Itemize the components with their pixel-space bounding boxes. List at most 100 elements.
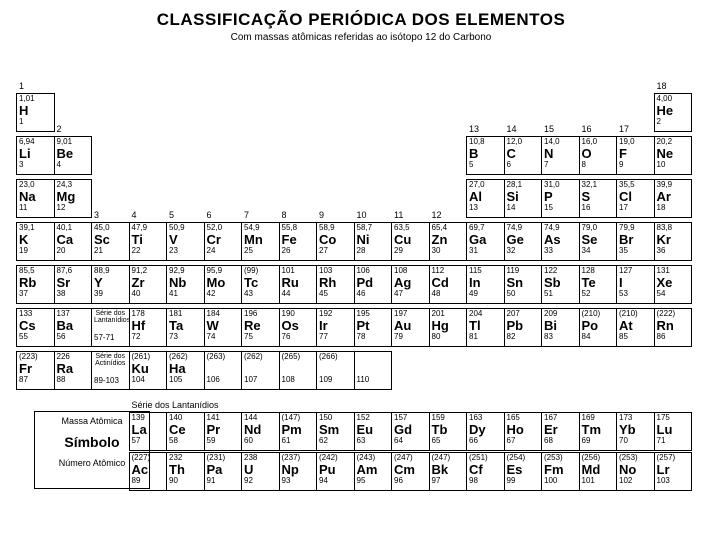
element-symbol: Tc <box>244 276 277 290</box>
element-number: 52 <box>582 290 615 299</box>
element-symbol: Os <box>282 319 315 333</box>
element-number: 71 <box>657 437 690 446</box>
element-number: 8 <box>582 161 615 170</box>
element-cell-Ti: 47,9Ti22 <box>129 222 168 261</box>
element-symbol <box>282 362 315 376</box>
element-number: 31 <box>469 247 502 256</box>
element-number: 32 <box>507 247 540 256</box>
element-number: 6 <box>507 161 540 170</box>
element-number: 56 <box>57 333 90 342</box>
element-cell-N: 14,0N7 <box>541 136 580 175</box>
element-cell-U: 238U92 <box>241 452 280 491</box>
element-cell-106: (263) 106 <box>204 351 243 390</box>
element-number: 83 <box>544 333 577 342</box>
element-symbol: Gd <box>394 423 427 437</box>
element-cell-Gd: 157Gd64 <box>391 412 430 451</box>
element-number: 96 <box>394 477 427 486</box>
element-number: 86 <box>657 333 690 342</box>
element-cell-Np: (237)Np93 <box>279 452 318 491</box>
group-label-5: 5 <box>169 210 174 220</box>
element-cell-109: (266) 109 <box>316 351 355 390</box>
element-cell-Hg: 201Hg80 <box>429 308 468 347</box>
element-cell-W: 184W74 <box>204 308 243 347</box>
group-label-18: 18 <box>657 81 667 91</box>
element-cell-Cf: (251)Cf98 <box>466 452 505 491</box>
element-cell-Cl: 35,5Cl17 <box>616 179 655 218</box>
element-number: 93 <box>282 477 315 486</box>
element-cell-Eu: 152Eu63 <box>354 412 393 451</box>
element-symbol: Cd <box>432 276 465 290</box>
element-number: 44 <box>282 290 315 299</box>
element-number: 40 <box>132 290 165 299</box>
element-number: 38 <box>57 290 90 299</box>
element-number: 63 <box>357 437 390 446</box>
element-symbol: Es <box>507 463 540 477</box>
element-symbol: Hg <box>432 319 465 333</box>
element-cell-Rh: 103Rh45 <box>316 265 355 304</box>
element-number: 53 <box>619 290 652 299</box>
element-number: 61 <box>282 437 315 446</box>
element-symbol: C <box>507 147 540 161</box>
element-symbol: Ha <box>169 362 202 376</box>
element-cell-Tm: 169Tm69 <box>579 412 618 451</box>
element-cell-Cm: (247)Cm96 <box>391 452 430 491</box>
element-symbol: Bi <box>544 319 577 333</box>
element-cell-Lu: 175Lu71 <box>654 412 693 451</box>
element-cell-Sm: 150Sm62 <box>316 412 355 451</box>
element-symbol: Ag <box>394 276 427 290</box>
element-symbol: Br <box>619 233 652 247</box>
element-number: 28 <box>357 247 390 256</box>
legend-number: Número Atômico <box>39 458 145 468</box>
element-cell-Ha: (262)Ha105 <box>166 351 205 390</box>
element-cell-Be: 9,01Be4 <box>54 136 93 175</box>
element-symbol: Eu <box>357 423 390 437</box>
element-number: 36 <box>657 247 690 256</box>
element-symbol: V <box>169 233 202 247</box>
element-number: 34 <box>582 247 615 256</box>
element-number: 66 <box>469 437 502 446</box>
element-cell-F: 19,0F9 <box>616 136 655 175</box>
element-symbol: Ge <box>507 233 540 247</box>
element-symbol: Au <box>394 319 427 333</box>
series-placeholder-lan: Série dos Lantanídios57-71 <box>91 308 130 347</box>
element-cell-Pt: 195Pt78 <box>354 308 393 347</box>
element-cell-Re: 196Re75 <box>241 308 280 347</box>
element-cell-Zr: 91,2Zr40 <box>129 265 168 304</box>
element-number: 37 <box>19 290 52 299</box>
element-number: 101 <box>582 477 615 486</box>
element-cell-Dy: 163Dy66 <box>466 412 505 451</box>
element-number: 46 <box>357 290 390 299</box>
element-number: 65 <box>432 437 465 446</box>
element-number: 35 <box>619 247 652 256</box>
element-cell-Si: 28,1Si14 <box>504 179 543 218</box>
element-cell-Mn: 54,9Mn25 <box>241 222 280 261</box>
element-cell-Nd: 144Nd60 <box>241 412 280 451</box>
element-symbol <box>357 362 390 376</box>
element-number: 29 <box>394 247 427 256</box>
element-number: 9 <box>619 161 652 170</box>
element-cell-Al: 27,0Al13 <box>466 179 505 218</box>
element-number: 99 <box>507 477 540 486</box>
element-cell-Ru: 101Ru44 <box>279 265 318 304</box>
element-cell-Yb: 173Yb70 <box>616 412 655 451</box>
element-cell-Fr: (223)Fr87 <box>16 351 55 390</box>
element-cell-P: 31,0P15 <box>541 179 580 218</box>
group-label-13: 13 <box>469 124 479 134</box>
element-symbol: B <box>469 147 502 161</box>
legend-mass: Massa Atômica <box>39 416 145 426</box>
element-cell-Ir: 192Ir77 <box>316 308 355 347</box>
element-cell-110: 110 <box>354 351 393 390</box>
element-cell-Rb: 85,5Rb37 <box>16 265 55 304</box>
element-cell-Pd: 106Pd46 <box>354 265 393 304</box>
element-number: 42 <box>207 290 240 299</box>
element-number: 3 <box>19 161 52 170</box>
element-symbol: Xe <box>657 276 690 290</box>
element-cell-Sc: 45,0Sc21 <box>91 222 130 261</box>
element-cell-Pb: 207Pb82 <box>504 308 543 347</box>
element-symbol: Yb <box>619 423 652 437</box>
element-number: 98 <box>469 477 502 486</box>
element-number: 110 <box>357 376 390 385</box>
element-cell-Kr: 83,8Kr36 <box>654 222 693 261</box>
element-number: 54 <box>657 290 690 299</box>
element-number: 1 <box>19 118 52 127</box>
